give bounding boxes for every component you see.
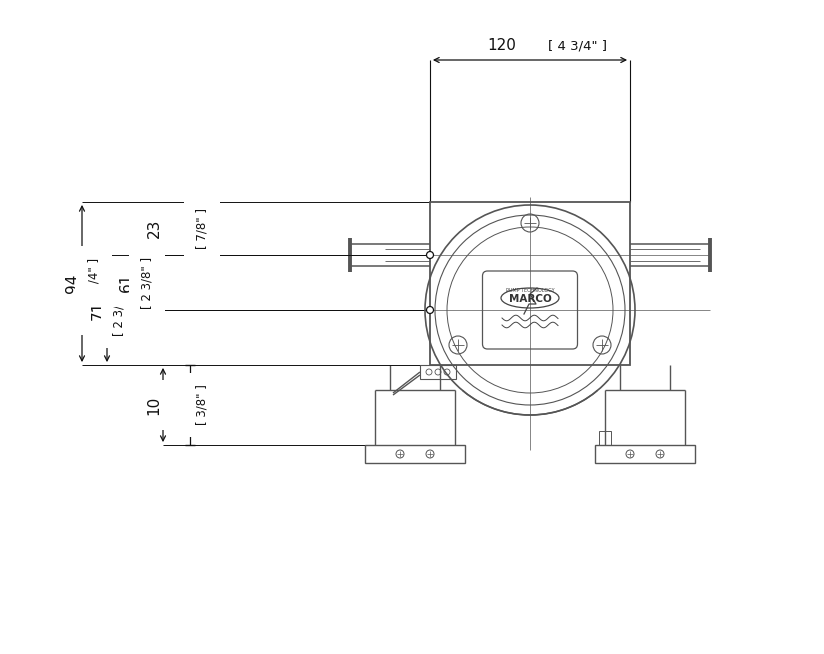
- Text: 61: 61: [119, 273, 133, 292]
- Text: [ 2 3/4" ]: [ 2 3/4" ]: [113, 284, 125, 336]
- Text: MARCO: MARCO: [508, 294, 551, 304]
- Bar: [365, 445, 465, 463]
- Text: [ 2 3/8" ]: [ 2 3/8" ]: [141, 256, 153, 309]
- Bar: [599, 431, 611, 445]
- Text: 23: 23: [147, 219, 162, 238]
- Text: 120: 120: [488, 39, 517, 54]
- Bar: [430, 202, 630, 365]
- Circle shape: [427, 307, 433, 313]
- Circle shape: [427, 252, 433, 258]
- Text: 71: 71: [91, 300, 105, 320]
- Bar: [420, 365, 456, 379]
- Text: [ 3 3/4" ]: [ 3 3/4" ]: [87, 258, 101, 309]
- Text: [ 3/8" ]: [ 3/8" ]: [195, 385, 208, 426]
- Text: [ 4 3/4" ]: [ 4 3/4" ]: [549, 39, 607, 52]
- Bar: [595, 445, 695, 463]
- Text: 10: 10: [147, 396, 162, 415]
- Text: PUMP TECHNOLOGY: PUMP TECHNOLOGY: [506, 288, 555, 294]
- Text: 94: 94: [65, 274, 81, 293]
- Text: [ 7/8" ]: [ 7/8" ]: [195, 208, 208, 249]
